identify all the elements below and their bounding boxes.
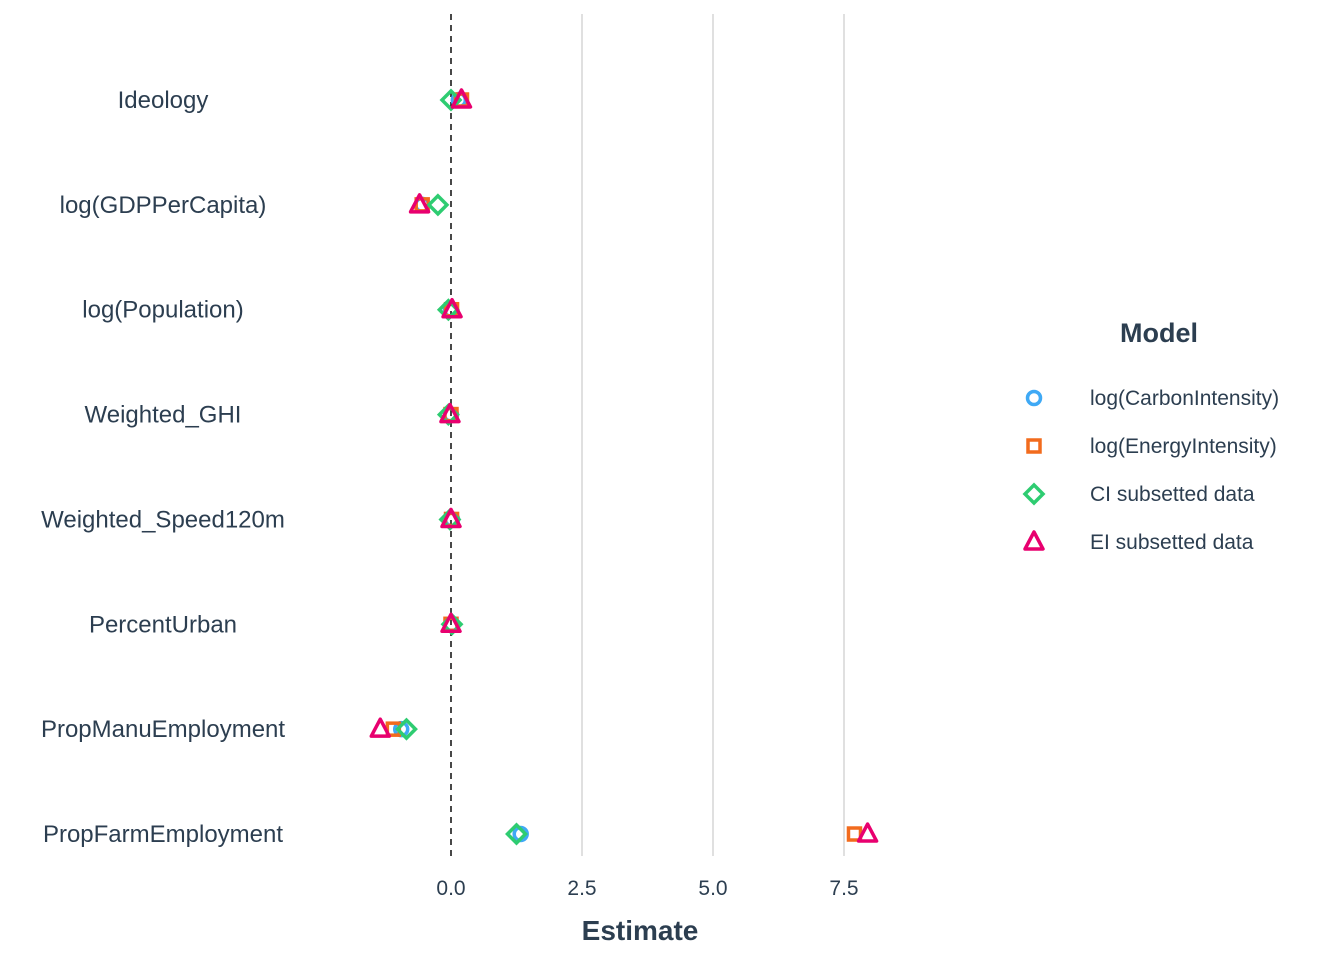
legend-key-diamond-icon: [1022, 482, 1046, 506]
y-tick-label: Ideology: [118, 87, 209, 114]
data-point: [450, 88, 473, 109]
data-point: [408, 193, 431, 214]
y-tick-label: Weighted_Speed120m: [41, 506, 285, 533]
data-point: [439, 402, 461, 424]
legend-key-circle-icon: [1025, 389, 1043, 407]
x-tick-label: 2.5: [567, 877, 596, 900]
x-tick-label: 7.5: [829, 877, 858, 900]
x-tick-label: 0.0: [436, 877, 465, 900]
legend: Model log(CarbonIntensity) log(EnergyInte…: [1022, 318, 1279, 554]
x-axis-title: Estimate: [582, 915, 699, 946]
data-point: [392, 720, 410, 738]
data-point: [440, 507, 462, 529]
y-tick-label: Weighted_GHI: [85, 402, 242, 429]
legend-title: Model: [1120, 318, 1198, 348]
y-tick-label: log(Population): [82, 297, 243, 324]
data-point: [856, 822, 879, 843]
data-points: [369, 88, 879, 846]
y-tick-label: PercentUrban: [89, 611, 237, 638]
data-point: [440, 612, 462, 634]
legend-label: log(CarbonIntensity): [1090, 387, 1279, 410]
data-point: [505, 822, 528, 846]
y-tick-label: log(GDPPerCapita): [60, 192, 267, 219]
data-point: [441, 297, 463, 319]
y-tick-labels: Ideology log(GDPPerCapita) log(Population)…: [41, 87, 285, 848]
data-point: [394, 717, 418, 741]
y-tick-label: PropFarmEmployment: [43, 821, 283, 848]
x-tick-label: 5.0: [698, 877, 727, 900]
legend-key-square-icon: [1026, 438, 1042, 454]
x-tick-labels: 0.0 2.5 5.0 7.5: [436, 877, 858, 900]
legend-label: CI subsetted data: [1090, 483, 1255, 506]
data-point: [426, 193, 450, 217]
data-point: [369, 717, 392, 738]
legend-key-triangle-icon: [1023, 530, 1045, 551]
y-tick-label: PropManuEmployment: [41, 716, 285, 743]
legend-label: EI subsetted data: [1090, 531, 1254, 554]
legend-label: log(EnergyIntensity): [1090, 435, 1277, 458]
grid-lines: [450, 14, 845, 856]
